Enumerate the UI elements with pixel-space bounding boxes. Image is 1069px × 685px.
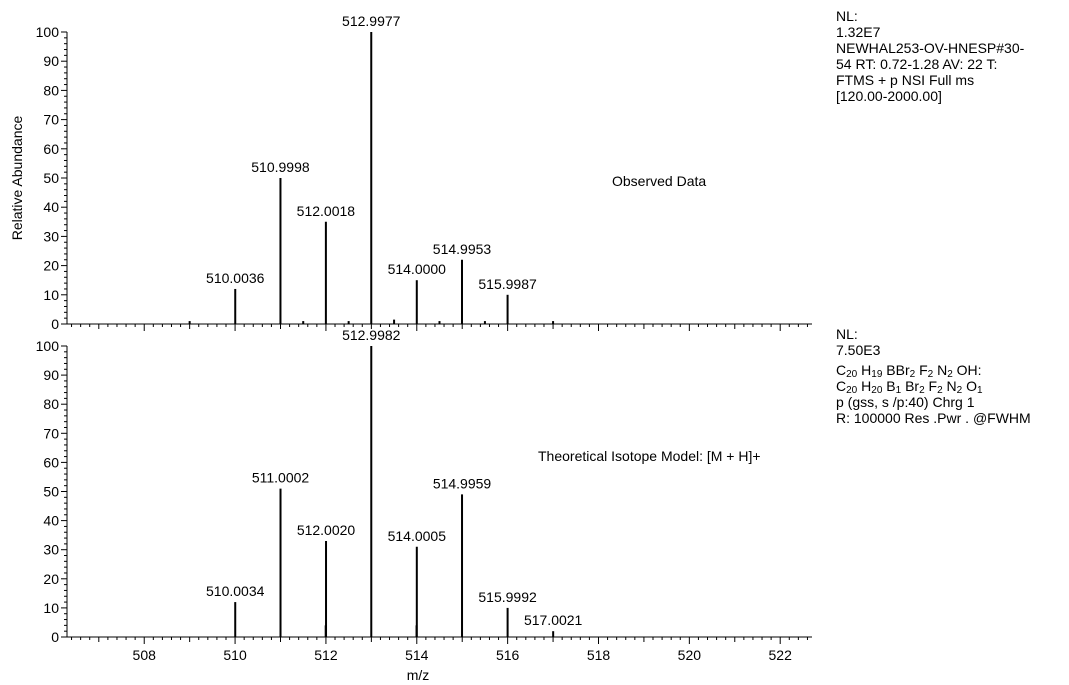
theoretical-y-tick-label: 20 [43,571,59,587]
observed-peak-label: 515.9987 [478,276,537,292]
observed-peak-label: 512.0018 [297,203,356,219]
theoretical-y-tick-label: 30 [43,542,59,558]
x-axis-label: m/z [407,667,430,683]
x-tick-label: 510 [223,647,247,663]
theoretical-peak-label: 515.9992 [478,589,537,605]
nl-value: 7.50E3 [836,342,881,358]
scan-info-line: FTMS + p NSI Full ms [836,72,975,88]
observed-y-tick-label: 50 [43,170,59,186]
nl-value: 1.32E7 [836,24,881,40]
observed-y-tick-label: 60 [43,141,59,157]
instrument-info-line: p (gss, s /p:40) Chrg 1 [836,394,975,410]
observed-y-tick-label: 90 [43,53,59,69]
theoretical-y-tick-label: 60 [43,454,59,470]
scan-info-line: NEWHAL253-OV-HNESP#30- [836,40,1025,56]
theoretical-y-tick-label: 80 [43,396,59,412]
theoretical-y-tick-label: 0 [51,629,59,645]
observed-y-tick-label: 40 [43,199,59,215]
observed-peak-label: 510.9998 [251,159,310,175]
formula-line: C20 H19 BBr2 F2 N2 OH: [836,362,982,380]
formula-line: C20 H20 B1 Br2 F2 N2 O1 [836,378,983,396]
theoretical-y-tick-label: 70 [43,425,59,441]
x-tick-label: 518 [587,647,611,663]
theoretical-peak-label: 512.0020 [297,522,356,538]
theoretical-y-tick-label: 10 [43,600,59,616]
theoretical-model-label: Theoretical Isotope Model: [M + H]+ [538,448,761,464]
theoretical-peak-label: 514.0005 [388,528,447,544]
theoretical-y-tick-label: 90 [43,367,59,383]
observed-peak-label: 512.9977 [342,13,401,29]
x-tick-label: 508 [133,647,157,663]
theoretical-peak-label: 511.0002 [252,470,310,486]
theoretical-peak-label: 510.0034 [206,583,265,599]
nl-label: NL: [836,326,858,342]
observed-y-tick-label: 70 [43,112,59,128]
observed-y-tick-label: 100 [36,24,60,40]
y-axis-label: Relative Abundance [9,116,25,241]
observed-y-tick-label: 20 [43,258,59,274]
x-tick-label: 516 [496,647,520,663]
theoretical-peak-label: 517.0021 [524,612,583,628]
x-tick-label: 512 [314,647,338,663]
instrument-info-line: R: 100000 Res .Pwr . @FWHM [836,410,1031,426]
observed-y-tick-label: 0 [51,316,59,332]
observed-data-label: Observed Data [612,173,706,189]
theoretical-peak-label: 512.9982 [342,327,401,343]
x-tick-label: 520 [678,647,702,663]
observed-peak-label: 510.0036 [206,270,265,286]
observed-y-tick-label: 30 [43,228,59,244]
theoretical-peak-label: 514.9959 [433,475,492,491]
theoretical-y-tick-label: 50 [43,484,59,500]
observed-info-panel: NL: 1.32E7 NEWHAL253-OV-HNESP#30- 54 RT:… [836,8,1024,104]
scan-info-line: 54 RT: 0.72-1.28 AV: 22 T: [836,56,998,72]
theoretical-info-panel: NL: 7.50E3 C20 H19 BBr2 F2 N2 OH: C20 H2… [836,326,1031,426]
observed-y-tick-label: 80 [43,82,59,98]
nl-label: NL: [836,8,858,24]
observed-y-tick-label: 10 [43,287,59,303]
theoretical-y-tick-label: 100 [36,338,60,354]
scan-info-line: [120.00-2000.00] [836,88,942,104]
observed-peak-label: 514.0000 [388,261,447,277]
observed-peak-label: 514.9953 [433,241,492,257]
x-tick-label: 514 [405,647,429,663]
theoretical-y-tick-label: 40 [43,513,59,529]
x-tick-label: 522 [769,647,793,663]
